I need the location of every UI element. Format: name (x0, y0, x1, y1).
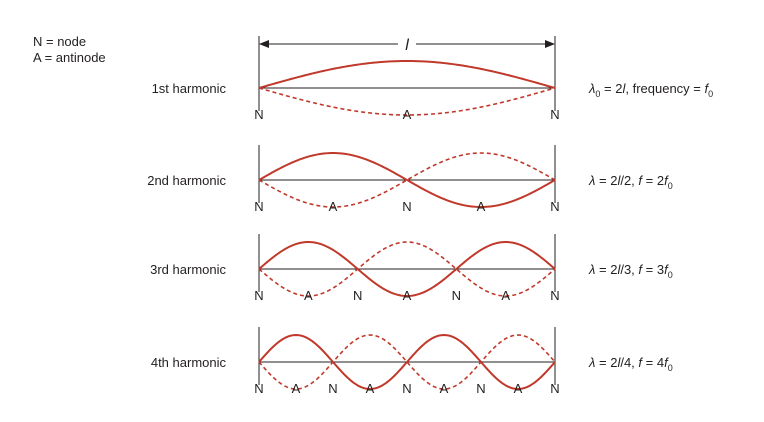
node-label: N (402, 199, 411, 214)
harmonic-formula: λ = 2l/3, f = 3f0 (588, 262, 673, 280)
formula-part: λ (588, 173, 595, 188)
harmonic-formula: λ = 2l/4, f = 4f0 (588, 355, 673, 373)
formula-subscript: 0 (668, 270, 673, 280)
antinode-label: A (304, 288, 313, 303)
wave-solid (258, 333, 556, 391)
wave-dashed (258, 87, 556, 116)
formula-part: l (617, 355, 621, 370)
antinode-label: A (501, 288, 510, 303)
node-label: N (452, 288, 461, 303)
node-label: N (254, 381, 263, 396)
formula-part: = 2 (595, 173, 617, 188)
formula-part: f (664, 173, 669, 188)
wave-solid (258, 241, 556, 298)
formula-part: = 2 (600, 81, 622, 96)
formula-part: = 2 (642, 173, 664, 188)
length-dimension: l (259, 36, 555, 54)
formula-subscript: 0 (668, 181, 673, 191)
formula-part: = 2 (595, 355, 617, 370)
antinode-label: A (366, 381, 375, 396)
harmonic-label: 2nd harmonic (147, 173, 226, 188)
formula-part: l (622, 81, 626, 96)
node-label: N (550, 381, 559, 396)
wave-solid (258, 151, 556, 209)
formula-part: f (638, 355, 643, 370)
formula-part: /2, (620, 173, 638, 188)
formula-part: /4, (620, 355, 638, 370)
node-label: N (402, 381, 411, 396)
harmonic-formula: λ0 = 2l, frequency = f0 (588, 81, 713, 99)
formula-part: λ (588, 262, 595, 277)
wave-dashed (258, 334, 556, 390)
formula-part: , frequency = (625, 81, 704, 96)
formula-part: f (638, 262, 643, 277)
formula-part: f (664, 355, 669, 370)
harmonic-label: 3rd harmonic (150, 262, 226, 277)
length-label: l (405, 37, 409, 54)
legend-node: N = node (33, 34, 86, 49)
node-label: N (254, 107, 263, 122)
antinode-label: A (292, 381, 301, 396)
wave-dashed (258, 241, 556, 297)
antinode-label: A (477, 199, 486, 214)
formula-part: l (617, 262, 621, 277)
length-label-gap (398, 36, 416, 52)
node-label: N (254, 288, 263, 303)
wave-solid (258, 59, 556, 89)
formula-part: = 2 (595, 262, 617, 277)
node-label: N (254, 199, 263, 214)
harmonic-label: 1st harmonic (152, 81, 227, 96)
node-label: N (550, 199, 559, 214)
formula-part: = 4 (642, 355, 664, 370)
formula-subscript: 0 (708, 89, 713, 99)
formula-part: f (638, 173, 643, 188)
formula-part: f (705, 81, 710, 96)
formula-part: l (617, 173, 621, 188)
antinode-label: A (440, 381, 449, 396)
harmonic-label: 4th harmonic (151, 355, 227, 370)
formula-subscript: 0 (668, 363, 673, 373)
formula-part: = 3 (642, 262, 664, 277)
formula-part: λ (588, 355, 595, 370)
legend-antinode: A = antinode (33, 50, 106, 65)
node-label: N (550, 288, 559, 303)
harmonic-formula: λ = 2l/2, f = 2f0 (588, 173, 673, 191)
node-label: N (476, 381, 485, 396)
antinode-label: A (329, 199, 338, 214)
formula-part: /3, (620, 262, 638, 277)
node-label: N (328, 381, 337, 396)
formula-part: λ (588, 81, 595, 96)
antinode-label: A (514, 381, 523, 396)
antinode-label: A (403, 288, 412, 303)
formula-subscript: 0 (595, 89, 600, 99)
node-label: N (353, 288, 362, 303)
node-label: N (550, 107, 559, 122)
formula-part: f (664, 262, 669, 277)
antinode-label: A (403, 107, 412, 122)
